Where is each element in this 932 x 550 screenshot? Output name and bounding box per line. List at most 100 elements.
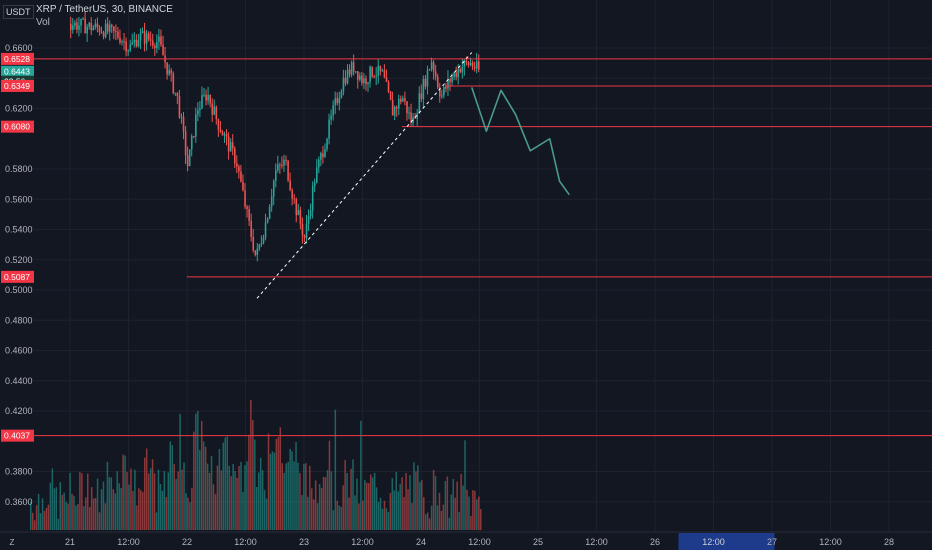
candle-body xyxy=(98,27,101,33)
candle-body xyxy=(254,250,257,255)
candle-body xyxy=(203,94,205,96)
candle-body xyxy=(133,39,136,43)
candle-body xyxy=(156,41,158,49)
candle-body xyxy=(295,199,298,216)
candle-body xyxy=(160,36,162,45)
volume-bar xyxy=(411,502,413,530)
candle-body xyxy=(201,95,203,109)
candle-body xyxy=(242,181,244,191)
volume-bar xyxy=(73,495,75,530)
candle-body xyxy=(445,86,447,89)
candle-body xyxy=(244,190,246,207)
candle-body xyxy=(86,26,88,34)
candle-body xyxy=(252,236,255,251)
volume-bar xyxy=(37,493,40,530)
candle-body xyxy=(234,148,236,164)
candle-body xyxy=(320,153,322,160)
volume-bar xyxy=(143,457,146,530)
volume-bar xyxy=(214,493,217,530)
candle-body xyxy=(436,76,439,88)
volume-bar xyxy=(367,483,370,530)
volume-bar xyxy=(373,472,376,530)
candle-body xyxy=(354,71,357,73)
candle-body xyxy=(316,167,318,183)
volume-bar xyxy=(69,472,71,530)
x-tick-label: 12:00 xyxy=(468,537,491,547)
projection-path xyxy=(470,87,570,196)
volume-bar xyxy=(438,492,441,530)
candle-body xyxy=(344,77,347,84)
volume-bar xyxy=(169,441,172,530)
price-label: 0.5087 xyxy=(4,272,30,282)
volume-bar xyxy=(468,496,470,530)
volume-bar xyxy=(157,469,160,530)
candle-body xyxy=(416,112,419,119)
candle-body xyxy=(123,41,125,43)
volume-bar xyxy=(179,413,181,530)
candle-body xyxy=(291,190,293,199)
candle-body xyxy=(391,100,394,116)
candle-body xyxy=(127,50,129,52)
volume-bar xyxy=(285,463,287,530)
volume-bar xyxy=(403,497,405,530)
candle-body xyxy=(434,71,437,77)
candle-body xyxy=(96,23,99,28)
x-tick-label: 21 xyxy=(65,537,75,547)
candle-body xyxy=(348,69,351,75)
candle-body xyxy=(100,32,103,34)
volume-bar xyxy=(407,489,409,530)
volume-bar xyxy=(114,493,116,530)
candle-body xyxy=(80,18,82,26)
volume-bar xyxy=(206,463,209,530)
y-tick-label: 0.3800 xyxy=(5,467,33,477)
volume-bar xyxy=(212,484,215,530)
x-tick-label: 26 xyxy=(650,537,660,547)
volume-bar xyxy=(423,497,425,530)
y-tick-label: 0.6600 xyxy=(5,43,33,53)
volume-bar xyxy=(234,470,236,530)
volume-bar xyxy=(474,490,476,530)
price-label: 0.6443 xyxy=(4,67,30,77)
candle-body xyxy=(336,98,339,104)
candle-body xyxy=(387,81,390,92)
price-label-box xyxy=(1,120,34,133)
price-label-box xyxy=(1,429,34,442)
volume-bar xyxy=(189,502,191,530)
candle-body xyxy=(426,70,429,87)
candle-body xyxy=(395,106,398,109)
candle-body xyxy=(74,22,76,26)
candle-body xyxy=(287,160,289,181)
volume-bar xyxy=(352,459,354,530)
volume-bar xyxy=(348,497,350,530)
candle-body xyxy=(221,131,224,136)
volume-bar xyxy=(81,473,83,530)
y-tick-label: 0.4200 xyxy=(5,406,33,416)
candle-body xyxy=(381,70,384,72)
axis-unit-label: USDT xyxy=(3,5,34,19)
volume-bar xyxy=(426,512,429,530)
volume-bar xyxy=(31,512,34,530)
candle-body xyxy=(270,196,273,207)
candle-body xyxy=(268,206,271,219)
volume-bar xyxy=(65,501,67,530)
volume-bar xyxy=(147,473,150,530)
candle-body xyxy=(129,44,132,51)
volume-bar xyxy=(305,463,307,530)
volume-bar xyxy=(409,475,411,530)
candle-body xyxy=(223,134,226,136)
candle-body xyxy=(147,33,150,40)
volume-bar xyxy=(279,427,282,530)
volume-bar xyxy=(248,434,250,530)
candle-body xyxy=(385,77,388,82)
volume-bar xyxy=(138,488,140,530)
candle-body xyxy=(166,62,168,75)
y-tick-label: 0.5000 xyxy=(5,285,33,295)
volume-bar xyxy=(275,439,278,530)
volume-bar xyxy=(120,487,122,530)
volume-bar xyxy=(334,409,337,530)
volume-bar xyxy=(413,462,415,530)
candle-body xyxy=(104,23,107,37)
volume-bar xyxy=(366,482,368,530)
